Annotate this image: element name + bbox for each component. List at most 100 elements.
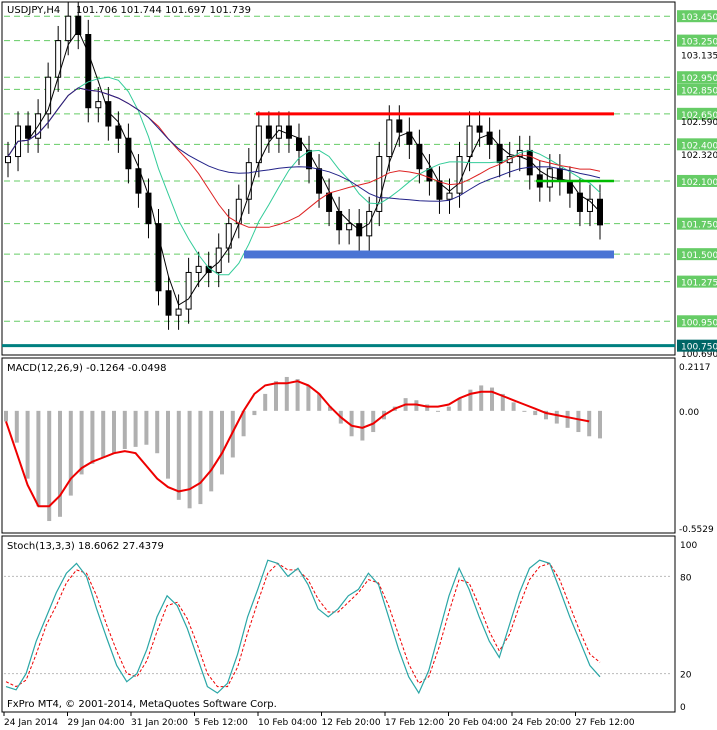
- price-candle: [165, 276, 172, 330]
- price-candle: [25, 111, 32, 153]
- macd-bar: [306, 385, 311, 411]
- price-candle: [215, 233, 222, 288]
- price-candle: [175, 294, 182, 330]
- time-tick-label: 5 Feb 12:00: [195, 718, 249, 728]
- macd-bar: [241, 410, 246, 437]
- price-candle: [436, 166, 443, 214]
- price-candle: [155, 209, 162, 306]
- stoch-levels: [4, 575, 672, 675]
- price-candle: [316, 154, 323, 208]
- moving-averages: [7, 29, 601, 306]
- price-candle: [135, 154, 142, 208]
- macd-bar: [144, 410, 149, 445]
- price-candle: [306, 135, 313, 184]
- price-candle: [145, 178, 152, 239]
- stoch-lines: [5, 559, 601, 695]
- stoch-axis: 100 80 20 0: [680, 541, 697, 713]
- macd-bar: [328, 406, 332, 411]
- price-candle: [346, 209, 353, 245]
- macd-tick-label: 0.00: [679, 408, 699, 418]
- macd-bar: [576, 410, 581, 433]
- ma-navy-line: [7, 87, 601, 202]
- price-candle: [386, 105, 393, 172]
- macd-bar: [414, 400, 419, 411]
- price-panel[interactable]: [1, 1, 676, 356]
- price-tick-label: 102.320: [681, 151, 717, 161]
- price-label-box: [677, 34, 717, 47]
- macd-histogram: [4, 376, 602, 522]
- price-tick-label: 103.135: [681, 52, 717, 62]
- price-tick-label: 102.100: [681, 178, 717, 188]
- price-label-box: [677, 83, 717, 96]
- macd-bar: [252, 410, 257, 416]
- macd-bar: [522, 410, 527, 412]
- macd-bar: [295, 379, 300, 411]
- time-tick-label: 20 Feb 04:00: [449, 718, 508, 728]
- macd-bar: [47, 410, 52, 522]
- macd-bar: [68, 410, 73, 496]
- price-label-box: [677, 248, 717, 261]
- price-candle: [466, 111, 473, 172]
- time-tick-label: 24 Feb 20:00: [512, 718, 571, 728]
- price-label-box: [677, 10, 717, 23]
- macd-bar: [79, 410, 84, 475]
- macd-axis: 0.2117 0.00 -0.5529: [679, 363, 714, 535]
- support-zone[interactable]: [244, 250, 614, 259]
- price-tick-label: 101.275: [681, 279, 717, 289]
- price-tick-label: 103.450: [681, 13, 717, 23]
- macd-bar: [284, 376, 289, 411]
- time-axis: 24 Jan 2014 29 Jan 04:00 31 Jan 20:00 5 Feb…: [3, 712, 635, 728]
- price-candle: [486, 117, 493, 159]
- price-tick-label: 100.950: [681, 318, 717, 328]
- macd-tick-label: -0.5529: [679, 525, 714, 535]
- macd-bar: [4, 410, 8, 422]
- macd-bar: [479, 385, 484, 411]
- stoch-signal-line: [5, 562, 601, 688]
- macd-bar: [166, 410, 170, 479]
- price-candle: [275, 111, 282, 153]
- price-tick-label: 102.850: [681, 86, 717, 96]
- price-candle: [75, 1, 82, 50]
- price-candle: [95, 86, 102, 123]
- price-candle: [115, 111, 122, 153]
- macd-bar: [220, 410, 224, 475]
- macd-bar: [263, 393, 268, 411]
- macd-bar: [371, 410, 376, 433]
- macd-bar: [468, 389, 473, 411]
- price-candle: [125, 123, 132, 184]
- macd-bar: [176, 410, 181, 500]
- macd-bar: [425, 404, 430, 411]
- price-candle: [496, 129, 503, 178]
- macd-label: MACD(12,26,9) -0.1264 -0.0498: [7, 363, 167, 374]
- price-candle: [376, 141, 383, 227]
- macd-bar: [565, 410, 570, 428]
- price-tick-label: 102.400: [681, 141, 717, 151]
- price-candle: [5, 141, 11, 178]
- price-tick-label: 102.950: [681, 74, 717, 84]
- macd-signal-line: [5, 380, 590, 508]
- time-tick-label: 29 Jan 04:00: [68, 718, 125, 728]
- price-label-box: [677, 174, 717, 187]
- price-candle: [245, 147, 252, 214]
- macd-bar: [187, 410, 192, 509]
- price-candle: [476, 111, 483, 147]
- stoch-panel[interactable]: [1, 535, 676, 713]
- price-candle: [195, 251, 202, 288]
- price-candle: [456, 141, 463, 208]
- current-price-box: [677, 339, 717, 352]
- stoch-main-line: [5, 559, 601, 695]
- macd-bar: [554, 410, 559, 424]
- price-tick-label: 100.690: [681, 350, 717, 360]
- price-candle: [586, 184, 593, 227]
- time-tick-label: 24 Jan 2014: [4, 718, 58, 728]
- macd-bar: [122, 410, 127, 449]
- copyright-text: FxPro MT4, © 2001-2014, MetaQuotes Softw…: [7, 699, 277, 710]
- ohlc-values: 101.706 101.744 101.697 101.739: [76, 5, 251, 16]
- price-axis: 103.450 103.250 103.135 102.950 102.850 102.6…: [677, 10, 717, 360]
- current-price-label: 100.750: [681, 343, 717, 353]
- price-candle: [85, 19, 92, 123]
- macd-bar: [446, 406, 451, 411]
- time-tick-label: 17 Feb 12:00: [385, 718, 444, 728]
- macd-bar: [25, 410, 30, 479]
